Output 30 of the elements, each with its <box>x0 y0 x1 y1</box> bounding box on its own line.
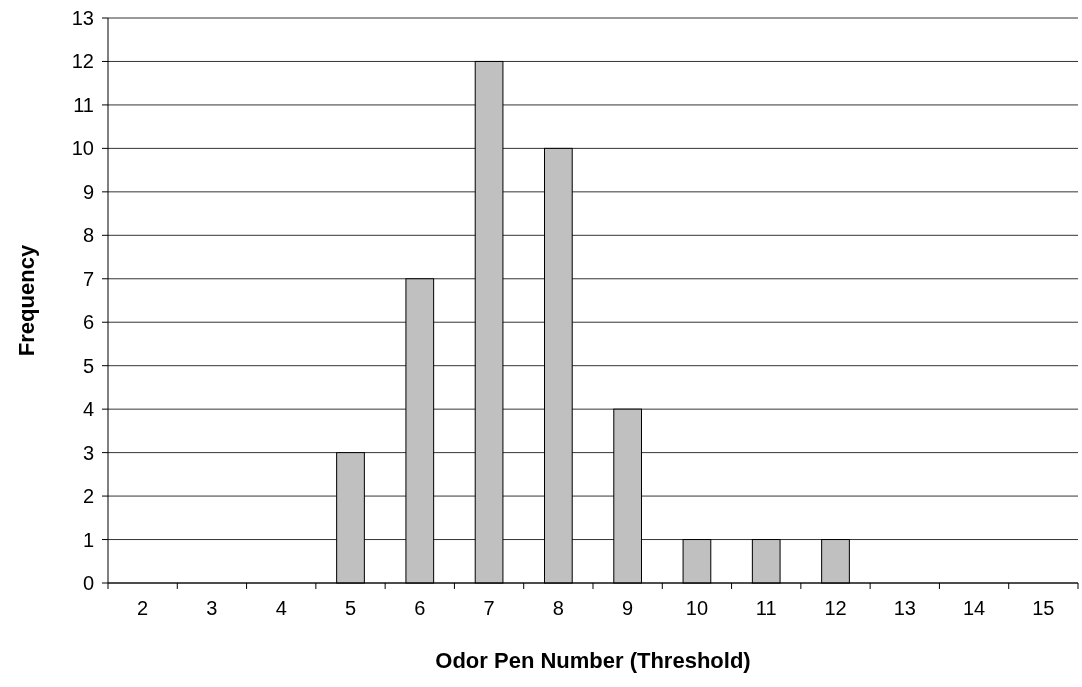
x-tick-label: 4 <box>275 597 287 619</box>
x-tick-label: 2 <box>137 597 149 619</box>
y-tick-label: 13 <box>71 7 94 29</box>
x-tick-label: 5 <box>344 597 357 619</box>
y-tick-label: 8 <box>82 224 94 247</box>
y-tick-label: 11 <box>73 93 94 116</box>
y-axis-title: Frequency <box>14 244 39 357</box>
x-tick-label: 7 <box>483 597 495 619</box>
x-axis-title: Odor Pen Number (Threshold) <box>435 648 751 673</box>
x-tick-label: 8 <box>552 597 564 619</box>
x-tick-label: 11 <box>755 597 777 619</box>
y-tick-label: 0 <box>82 572 94 594</box>
y-tick-label: 2 <box>82 485 94 508</box>
y-tick-label: 10 <box>71 137 94 160</box>
x-tick-label: 14 <box>962 597 986 619</box>
x-tick-label: 10 <box>685 597 709 619</box>
x-tick-label: 6 <box>414 597 426 619</box>
y-tick-label: 4 <box>82 398 94 421</box>
y-tick-label: 7 <box>82 267 94 290</box>
x-tick-label: 13 <box>893 597 916 619</box>
x-tick-label: 3 <box>206 597 218 619</box>
y-tick-label: 12 <box>71 50 94 73</box>
x-tick-label: 12 <box>824 597 847 619</box>
y-tick-label: 6 <box>82 311 94 334</box>
y-tick-label: 9 <box>82 180 94 203</box>
x-tick-label: 9 <box>622 597 634 619</box>
x-tick-label: 15 <box>1032 597 1055 619</box>
y-tick-label: 3 <box>82 441 94 464</box>
y-tick-label: 1 <box>82 528 94 551</box>
y-tick-label: 5 <box>82 354 94 377</box>
